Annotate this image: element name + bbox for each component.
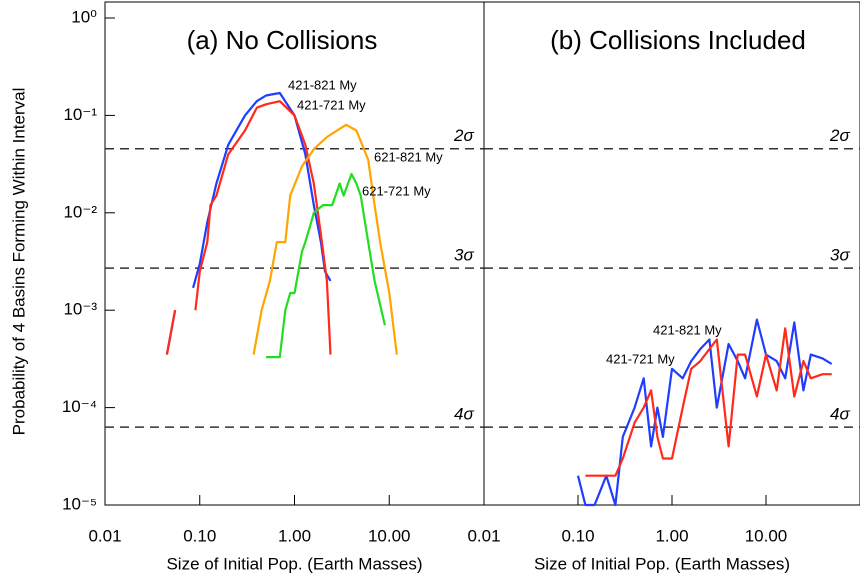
series-line [165, 100, 332, 355]
y-tick-label: 10⁻¹ [63, 105, 97, 124]
series-line [165, 91, 332, 355]
series-label: 421-821 My [653, 322, 722, 337]
sigma-label: 2σ [829, 126, 850, 145]
x-axis-label: Size of Initial Pop. (Earth Masses) [534, 554, 790, 573]
x-tick-label: 0.10 [183, 526, 216, 545]
x-tick-label: 1.00 [278, 526, 311, 545]
series-line [252, 123, 398, 355]
x-tick-label: 0.01 [88, 526, 121, 545]
x-tick-label: 0.10 [561, 526, 594, 545]
series-label: 421-721 My [606, 351, 675, 366]
y-tick-label: 10⁰ [71, 7, 97, 26]
x-tick-label: 10.00 [745, 526, 788, 545]
panel-title: (b) Collisions Included [550, 25, 806, 55]
series-label: 421-821 My [288, 77, 357, 92]
y-tick-label: 10⁻⁴ [62, 397, 97, 416]
panel-title: (a) No Collisions [187, 25, 378, 55]
y-tick-label: 10⁻⁵ [62, 494, 97, 513]
series-line [585, 327, 832, 477]
series-line [266, 172, 386, 359]
plot-frame [483, 1, 860, 506]
series-label: 621-721 My [362, 183, 431, 198]
sigma-label: 3σ [830, 246, 850, 265]
sigma-label: 4σ [454, 405, 474, 424]
sigma-label: 2σ [453, 126, 474, 145]
y-tick-label: 10⁻³ [63, 300, 97, 319]
sigma-label: 3σ [454, 246, 474, 265]
y-tick-label: 10⁻² [63, 202, 97, 221]
x-axis-label: Size of Initial Pop. (Earth Masses) [166, 554, 422, 573]
sigma-label: 4σ [830, 405, 850, 424]
x-tick-label: 10.00 [368, 526, 411, 545]
series-label: 621-821 My [374, 149, 443, 164]
x-tick-label: 0.01 [467, 526, 500, 545]
x-tick-label: 1.00 [655, 526, 688, 545]
y-axis-label: Probability of 4 Basins Forming Within I… [9, 88, 28, 436]
series-label: 421-721 My [297, 97, 366, 112]
series-line [576, 318, 833, 507]
